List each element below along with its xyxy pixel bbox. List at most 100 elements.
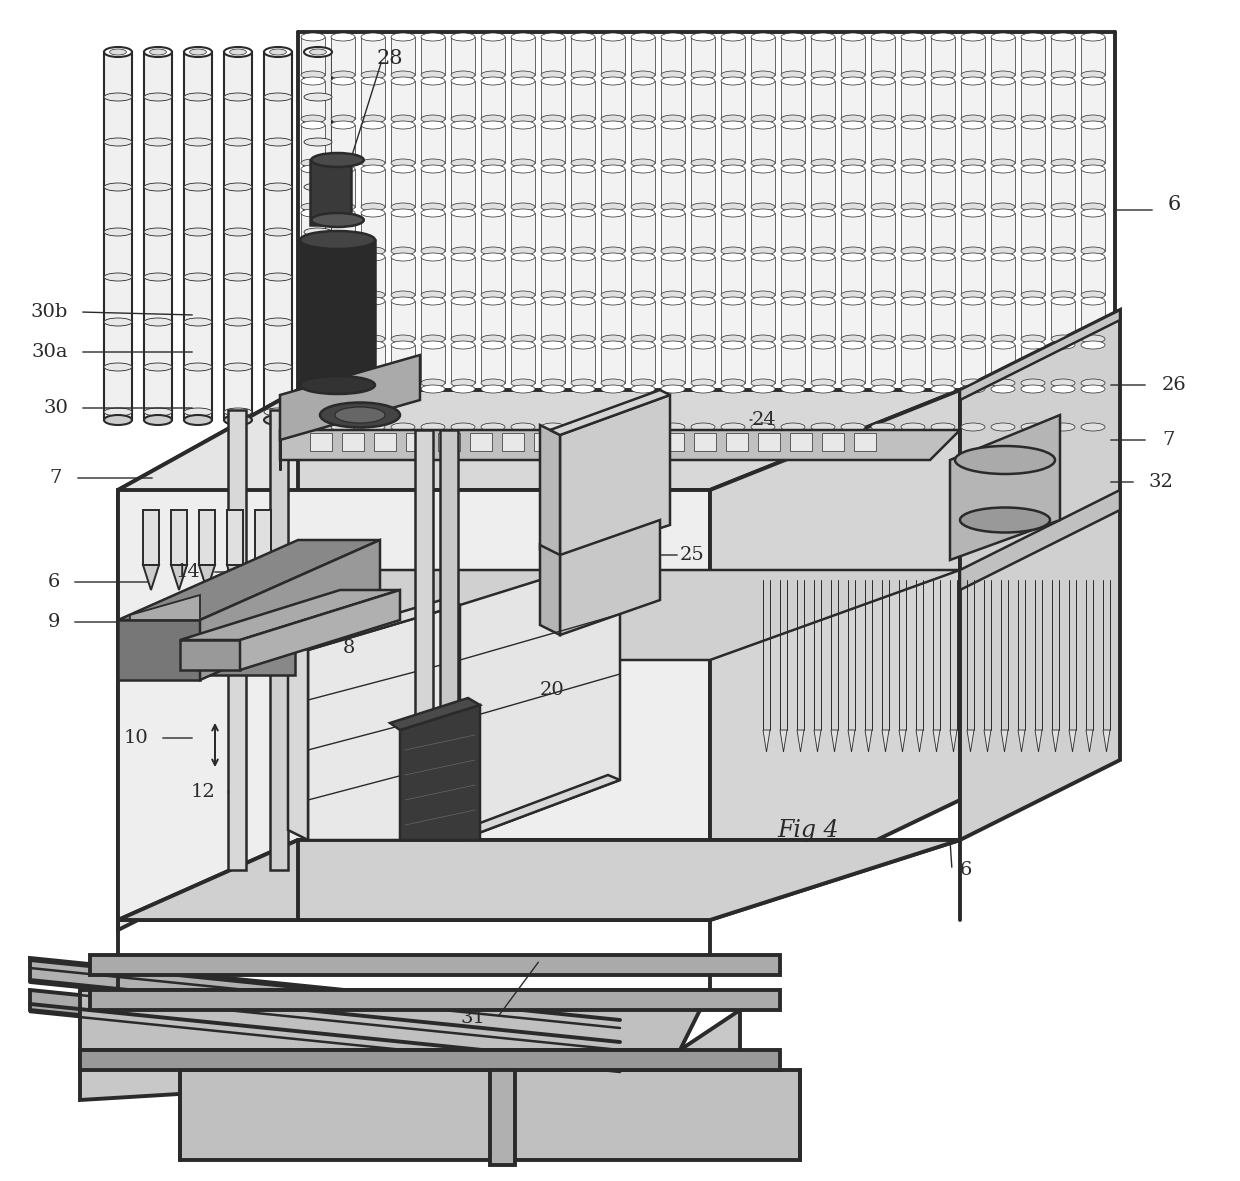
Ellipse shape: [481, 209, 505, 217]
Ellipse shape: [264, 273, 291, 281]
Bar: [931, 257, 955, 295]
Polygon shape: [882, 730, 889, 752]
Bar: [144, 52, 172, 420]
Text: 28: 28: [377, 48, 403, 67]
Ellipse shape: [1052, 120, 1075, 129]
Bar: [1021, 213, 1045, 252]
Ellipse shape: [184, 228, 212, 236]
Ellipse shape: [991, 423, 1016, 431]
Ellipse shape: [991, 165, 1016, 172]
Ellipse shape: [570, 115, 595, 123]
Ellipse shape: [570, 423, 595, 431]
Polygon shape: [130, 595, 200, 620]
Bar: [870, 169, 895, 207]
Ellipse shape: [931, 296, 955, 305]
Ellipse shape: [301, 253, 325, 261]
Ellipse shape: [481, 247, 505, 255]
Bar: [631, 257, 655, 295]
Ellipse shape: [104, 415, 131, 425]
Ellipse shape: [301, 385, 325, 393]
Ellipse shape: [901, 247, 925, 255]
Bar: [1021, 169, 1045, 207]
Ellipse shape: [901, 203, 925, 211]
Bar: [661, 81, 684, 119]
Ellipse shape: [335, 407, 384, 423]
Ellipse shape: [451, 71, 475, 79]
Ellipse shape: [870, 253, 895, 261]
Ellipse shape: [751, 335, 775, 342]
Ellipse shape: [331, 341, 355, 350]
Ellipse shape: [224, 47, 252, 57]
Bar: [391, 345, 415, 383]
Ellipse shape: [224, 363, 252, 371]
Ellipse shape: [601, 423, 625, 431]
Bar: [931, 389, 955, 428]
Bar: [361, 257, 384, 295]
Bar: [391, 257, 415, 295]
Text: 10: 10: [123, 729, 148, 748]
Ellipse shape: [631, 33, 655, 41]
Bar: [481, 37, 505, 76]
Bar: [751, 389, 775, 428]
Text: 30a: 30a: [31, 342, 68, 361]
Polygon shape: [118, 390, 298, 929]
Ellipse shape: [720, 385, 745, 393]
Ellipse shape: [811, 341, 835, 350]
Ellipse shape: [931, 165, 955, 172]
Ellipse shape: [104, 273, 131, 281]
Ellipse shape: [301, 165, 325, 172]
Bar: [991, 213, 1016, 252]
Ellipse shape: [184, 318, 212, 326]
Polygon shape: [899, 730, 906, 752]
Ellipse shape: [451, 423, 475, 431]
Bar: [1021, 301, 1045, 339]
Ellipse shape: [304, 138, 332, 146]
Bar: [961, 213, 985, 252]
Ellipse shape: [391, 120, 415, 129]
Bar: [451, 81, 475, 119]
Ellipse shape: [901, 71, 925, 79]
Ellipse shape: [1081, 209, 1105, 217]
Bar: [751, 257, 775, 295]
Bar: [841, 213, 866, 252]
Bar: [991, 125, 1016, 163]
Ellipse shape: [870, 291, 895, 299]
Bar: [931, 37, 955, 76]
Ellipse shape: [901, 253, 925, 261]
Bar: [630, 433, 652, 451]
Ellipse shape: [781, 203, 805, 211]
Text: 30: 30: [43, 399, 68, 417]
Ellipse shape: [870, 209, 895, 217]
Ellipse shape: [224, 228, 252, 236]
Ellipse shape: [811, 71, 835, 79]
Polygon shape: [91, 955, 780, 976]
Ellipse shape: [451, 341, 475, 350]
Ellipse shape: [304, 407, 332, 416]
Ellipse shape: [991, 341, 1016, 350]
Bar: [811, 125, 835, 163]
Bar: [301, 125, 325, 163]
Bar: [631, 345, 655, 383]
Ellipse shape: [391, 423, 415, 431]
Ellipse shape: [870, 203, 895, 211]
Ellipse shape: [631, 385, 655, 393]
Ellipse shape: [422, 423, 445, 431]
Ellipse shape: [901, 77, 925, 85]
Ellipse shape: [1081, 291, 1105, 299]
Ellipse shape: [811, 253, 835, 261]
Text: 8: 8: [342, 639, 355, 657]
Bar: [391, 213, 415, 252]
Ellipse shape: [931, 77, 955, 85]
Ellipse shape: [841, 341, 866, 350]
Ellipse shape: [1021, 77, 1045, 85]
Bar: [511, 169, 534, 207]
Bar: [361, 213, 384, 252]
Text: Fig 4: Fig 4: [777, 818, 838, 842]
Ellipse shape: [190, 48, 206, 56]
Bar: [1052, 213, 1075, 252]
Bar: [541, 389, 565, 428]
Ellipse shape: [870, 423, 895, 431]
Bar: [931, 345, 955, 383]
Ellipse shape: [1081, 159, 1105, 167]
Ellipse shape: [870, 159, 895, 167]
